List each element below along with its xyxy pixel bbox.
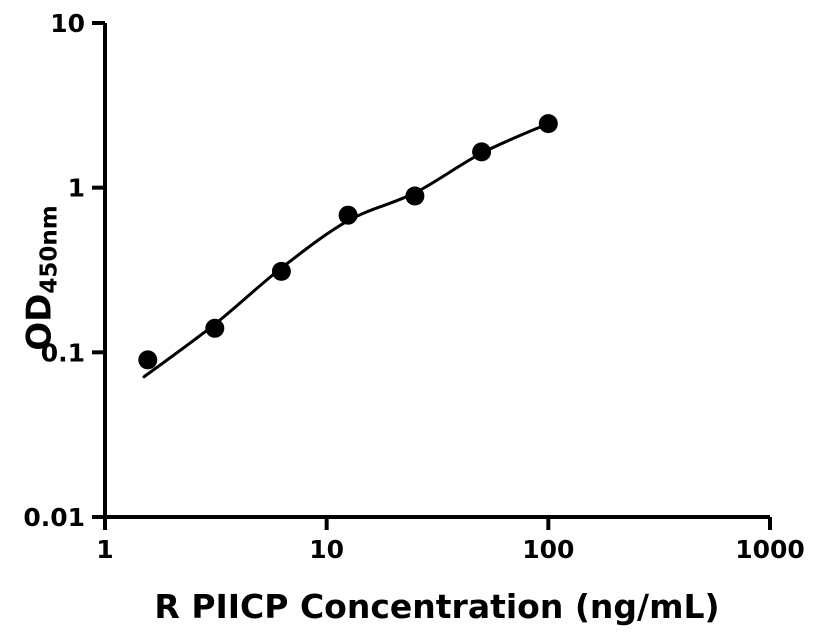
data-point xyxy=(138,350,158,370)
x-tick-label: 1 xyxy=(96,535,113,564)
data-point xyxy=(205,318,225,338)
x-axis-title: R PIICP Concentration (ng/mL) xyxy=(154,587,720,626)
y-tick-label: 0.1 xyxy=(41,338,85,367)
data-point xyxy=(271,261,291,281)
data-point xyxy=(405,186,425,206)
y-tick-label: 0.01 xyxy=(23,503,85,532)
y-axis-title: OD450nm xyxy=(19,205,63,351)
fit-curve-line xyxy=(142,122,550,379)
data-point xyxy=(338,205,358,225)
y-tick-label: 1 xyxy=(68,174,85,203)
data-point xyxy=(472,142,492,162)
x-tick-label: 100 xyxy=(522,535,574,564)
y-tick-label: 10 xyxy=(50,9,85,38)
y-axis-title-subscript: 450nm xyxy=(36,205,63,294)
axis-spines xyxy=(103,23,770,519)
y-axis-title-main: OD xyxy=(19,293,60,351)
x-tick-label: 1000 xyxy=(735,535,805,564)
x-tick-label: 10 xyxy=(309,535,344,564)
data-point xyxy=(538,114,558,134)
